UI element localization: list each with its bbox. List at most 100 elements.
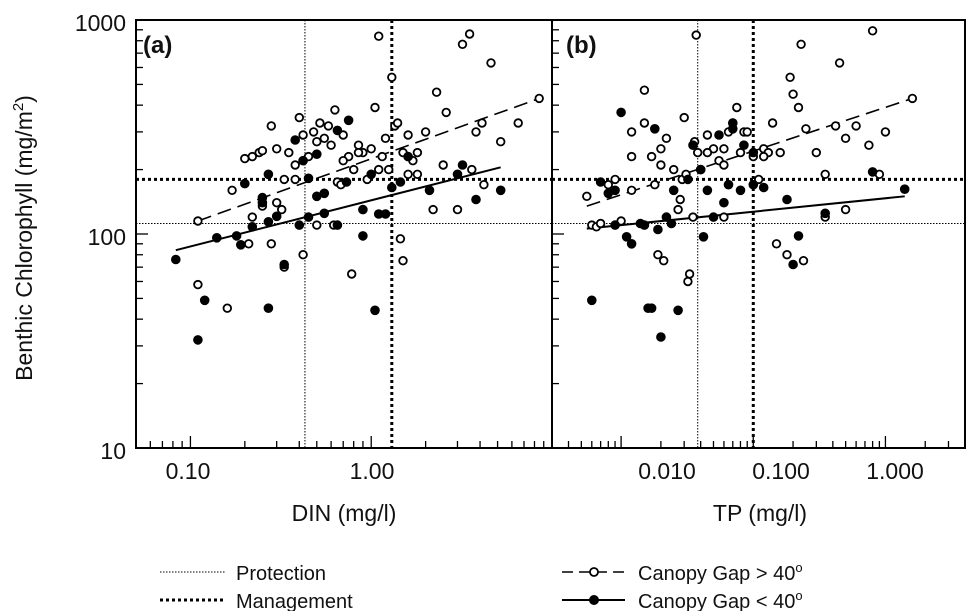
open-data-point <box>452 204 463 215</box>
open-data-point <box>771 239 782 249</box>
open-data-point <box>330 105 340 115</box>
open-data-point <box>412 169 423 179</box>
open-data-point <box>626 151 637 162</box>
open-data-point <box>834 58 845 68</box>
filled-data-point <box>793 231 804 241</box>
open-data-point <box>683 276 693 287</box>
open-data-point <box>693 147 703 158</box>
y-tick-label-10: 10 <box>100 438 126 464</box>
gap-lt-fit-line <box>586 195 905 230</box>
filled-data-point <box>332 125 343 136</box>
filled-data-point <box>714 130 724 140</box>
open-data-point <box>312 220 322 230</box>
filled-data-point <box>698 232 709 242</box>
filled-data-point <box>626 239 637 249</box>
filled-data-point <box>240 178 250 189</box>
filled-data-point <box>471 194 481 205</box>
filled-data-point <box>758 182 769 193</box>
filled-data-point <box>387 182 397 193</box>
open-data-point <box>851 121 861 131</box>
filled-data-point <box>683 174 693 185</box>
open-data-point <box>308 127 319 137</box>
open-data-point <box>798 256 809 266</box>
filled-data-point <box>370 305 380 316</box>
legend-gap-gt-label: Canopy Gap > 40o <box>638 560 803 585</box>
open-data-point <box>626 127 637 137</box>
y-tick-label-1000: 1000 <box>75 10 126 36</box>
open-data-point <box>277 204 287 215</box>
open-data-point <box>754 174 764 185</box>
open-data-point <box>338 155 348 166</box>
open-data-point <box>431 87 442 97</box>
open-data-point <box>222 303 232 313</box>
panel-a-x-axis-title: DIN (mg/l) <box>292 500 397 526</box>
filled-data-point <box>257 192 268 203</box>
filled-data-point <box>271 211 282 222</box>
open-data-point <box>272 144 282 154</box>
filled-data-point <box>358 231 368 241</box>
filled-data-point <box>247 222 258 232</box>
open-data-point <box>659 256 669 266</box>
legend-gap-lt-label: Canopy Gap < 40o <box>638 588 803 611</box>
open-data-point <box>830 121 841 131</box>
filled-data-point <box>688 140 698 150</box>
open-data-point <box>392 118 403 128</box>
open-data-point <box>290 160 300 170</box>
open-data-point <box>650 179 660 190</box>
open-data-point <box>477 118 487 128</box>
filled-data-point <box>748 147 759 158</box>
filled-data-point <box>621 232 632 242</box>
filled-data-point <box>395 177 406 187</box>
panel-a-x-tick-label-1.00: 1.00 <box>350 458 395 484</box>
open-data-point <box>669 164 679 175</box>
filled-data-point <box>610 220 620 230</box>
open-data-point <box>603 179 613 190</box>
open-data-point <box>661 133 672 143</box>
open-data-point <box>732 102 742 113</box>
open-data-point <box>349 164 359 175</box>
open-data-point <box>907 93 918 104</box>
panel-b-ticks <box>551 19 966 449</box>
open-data-point <box>353 147 364 158</box>
open-data-point <box>353 140 364 150</box>
panel-b: (b) TP (mg/l) <box>551 19 966 526</box>
open-data-point <box>679 112 689 123</box>
open-data-point <box>298 130 308 140</box>
filled-data-point <box>319 208 330 219</box>
legend: Protection Management Canopy Gap > 40o C… <box>160 560 803 611</box>
open-data-point <box>240 153 250 164</box>
filled-data-point <box>668 185 679 196</box>
filled-data-point <box>748 179 759 190</box>
panel-b-points <box>582 26 918 342</box>
legend-gap-gt-marker <box>589 567 599 577</box>
open-data-point <box>326 140 336 150</box>
open-data-point <box>719 160 729 170</box>
filled-data-point <box>656 332 666 342</box>
filled-data-point <box>343 115 354 126</box>
open-data-point <box>513 118 523 128</box>
panel-a-ticks <box>135 19 553 449</box>
panel-b-label: (b) <box>566 32 597 59</box>
open-data-point <box>626 185 637 195</box>
open-data-point <box>684 269 695 279</box>
open-data-point <box>702 147 713 158</box>
open-data-point <box>380 133 391 143</box>
filled-data-point <box>653 224 663 235</box>
filled-data-point <box>899 184 910 194</box>
open-data-point <box>315 118 325 128</box>
filled-data-point <box>193 335 203 345</box>
filled-data-point <box>294 220 305 230</box>
legend-gap-lt-marker <box>589 595 599 605</box>
filled-data-point <box>661 212 672 222</box>
open-data-point <box>811 147 821 158</box>
filled-data-point <box>695 164 706 175</box>
panel-b-fit-lines <box>586 97 913 230</box>
filled-data-point <box>298 155 308 166</box>
open-data-point <box>691 30 701 40</box>
filled-data-point <box>263 217 274 227</box>
filled-data-point <box>666 218 677 229</box>
legend-management-label: Management <box>236 591 353 611</box>
filled-data-point <box>332 220 343 230</box>
open-data-point <box>294 112 304 123</box>
open-data-point <box>374 164 384 175</box>
